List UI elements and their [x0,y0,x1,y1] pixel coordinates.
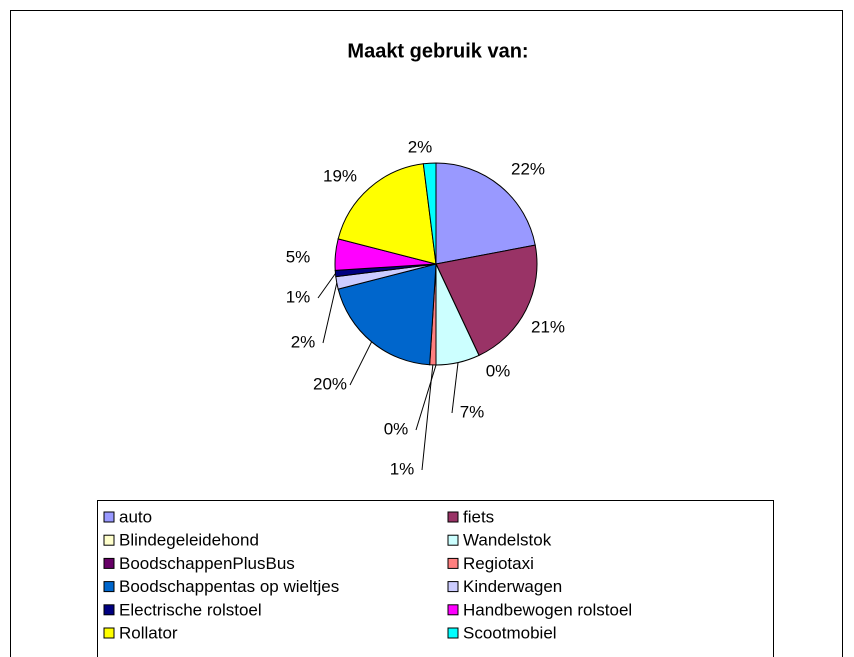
data-label: 7% [460,402,485,421]
legend-swatch [103,604,115,616]
legend-label: Handbewogen rolstoel [463,600,632,619]
pie-slice [435,162,536,265]
legend-swatch [447,604,459,616]
data-label: 19% [323,166,357,185]
legend-swatch [447,534,459,546]
leader-line [322,282,338,344]
data-label: 0% [384,419,409,438]
legend-swatch [103,627,115,639]
data-label: 0% [486,361,511,380]
legend-box [97,500,774,657]
legend-swatch [447,557,459,569]
pie-slice [422,162,437,265]
legend-label: Regiotaxi [463,554,534,573]
legend-label: Boodschappentas op wieltjes [119,577,339,596]
legend-label: Kinderwagen [463,577,562,596]
legend-label: Blindegeleidehond [119,531,259,550]
legend-label: Wandelstok [463,531,552,550]
legend-label: BoodschappenPlusBus [119,554,295,573]
leader-line [421,364,434,471]
pie-slice [337,163,437,265]
data-label: 5% [286,247,311,266]
data-label: 2% [408,137,433,156]
legend-swatch [103,557,115,569]
data-label: 20% [313,374,347,393]
legend-swatch [447,627,459,639]
data-label: 1% [390,459,415,478]
legend-swatch [447,511,459,523]
legend-label: fiets [463,507,494,526]
leader-line [349,341,373,386]
legend-swatch [103,581,115,593]
leader-line [451,362,459,414]
chart-title: Maakt gebruik van: [347,40,528,62]
pie-slice [435,244,538,357]
legend-swatch [103,534,115,546]
legend-swatch [447,581,459,593]
leader-line [317,273,336,299]
data-label: 2% [291,332,316,351]
legend-label: Electrische rolstoel [119,600,262,619]
data-label: 21% [531,317,565,336]
legend-swatch [103,511,115,523]
legend-label: Scootmobiel [463,623,557,642]
legend-label: auto [119,507,152,526]
data-label: 1% [286,287,311,306]
data-label: 22% [511,159,545,178]
legend-label: Rollator [119,623,178,642]
leader-line [415,364,437,431]
